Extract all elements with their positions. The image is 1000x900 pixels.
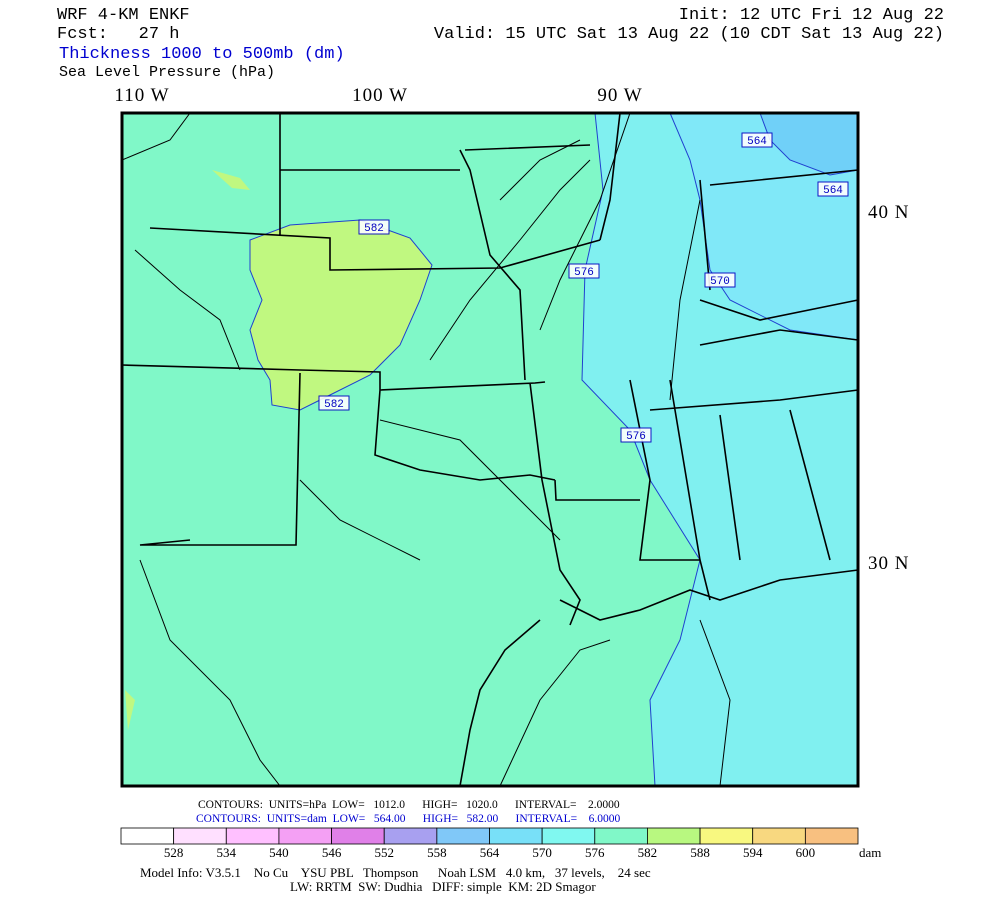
colorbar-box <box>383 827 438 845</box>
colorbar-label: 576 <box>585 845 605 860</box>
colorbar-box <box>331 827 385 845</box>
thickness-label: Thickness 1000 to 500mb (dm) <box>59 45 345 64</box>
contour-label-box <box>318 395 350 411</box>
pressure-label: Sea Level Pressure (hPa) <box>59 64 275 81</box>
thickness-contour <box>669 112 859 341</box>
colorbar-label: 582 <box>638 845 658 860</box>
init-time: Init: 12 UTC Fri 12 Aug 22 <box>679 6 944 25</box>
thickness-contour <box>249 219 433 411</box>
colorbar-label: 600 <box>796 845 816 860</box>
colorbar-box <box>278 827 332 845</box>
colorbar-label: 564 <box>480 845 500 860</box>
thickness-582-588 <box>125 690 135 730</box>
contour-label: 570 <box>710 276 730 288</box>
thickness-contour <box>581 112 701 787</box>
colorbar-box <box>436 827 490 845</box>
colorbar-label: 534 <box>217 845 237 860</box>
colorbar-label: 570 <box>532 845 552 860</box>
colorbar-box <box>699 827 754 845</box>
model-info: Model Info: V3.5.1 No Cu YSU PBL Thompso… <box>140 865 651 880</box>
map <box>120 111 860 788</box>
latitude-label: 30 N <box>868 553 909 574</box>
contour-label-box <box>358 219 390 235</box>
contour-label: 576 <box>574 267 594 279</box>
thickness-582-588 <box>250 220 432 410</box>
thickness-contours-info: CONTOURS: UNITS=dam LOW= 564.00 HIGH= 58… <box>196 813 620 825</box>
colorbar-label: 558 <box>427 845 447 860</box>
thickness-558-564 <box>760 113 858 175</box>
valid-time: Valid: 15 UTC Sat 13 Aug 22 (10 CDT Sat … <box>434 25 944 44</box>
colorbar-box <box>225 827 280 845</box>
thickness-564-570 <box>670 113 858 340</box>
contour-label: 564 <box>747 136 767 148</box>
map-frame <box>120 111 860 788</box>
colorbar-label: 552 <box>374 845 394 860</box>
physics-info: LW: RRTM SW: Dudhia DIFF: simple KM: 2D … <box>290 879 596 894</box>
contour-label-box <box>741 132 773 148</box>
colorbar-box <box>120 827 175 845</box>
pressure-contours-info: CONTOURS: UNITS=hPa LOW= 1012.0 HIGH= 10… <box>198 799 620 811</box>
contour-label: 576 <box>626 431 646 443</box>
colorbar-label: 540 <box>269 845 289 860</box>
longitude-label: 90 W <box>597 85 642 106</box>
colorbar-unit: dam <box>859 845 881 860</box>
colorbar-box <box>647 827 701 845</box>
longitude-label: 100 W <box>352 85 408 106</box>
colorbar-box <box>752 827 806 845</box>
thickness-582-588 <box>212 170 250 190</box>
contour-label-box <box>568 263 600 279</box>
thickness-contour <box>759 112 859 176</box>
colorbar-box <box>804 827 859 845</box>
contour-label: 582 <box>324 399 344 411</box>
colorbar-box <box>173 827 227 845</box>
model-title: WRF 4-KM ENKF <box>57 6 190 25</box>
contour-label: 564 <box>823 185 843 197</box>
colorbar-label: 528 <box>164 845 184 860</box>
contour-label-box <box>817 181 849 197</box>
colorbar-box <box>489 827 543 845</box>
colorbar-label: 594 <box>743 845 763 860</box>
contour-label-box <box>704 272 736 288</box>
colorbar-box <box>541 827 596 845</box>
contour-label-box <box>620 427 652 443</box>
longitude-label: 110 W <box>114 85 169 106</box>
contour-label: 582 <box>364 223 384 235</box>
forecast-hour: Fcst: 27 h <box>57 25 179 44</box>
latitude-label: 40 N <box>868 202 909 223</box>
colorbar-box <box>594 827 648 845</box>
colorbar-label: 546 <box>322 845 342 860</box>
colorbar-label: 588 <box>690 845 710 860</box>
